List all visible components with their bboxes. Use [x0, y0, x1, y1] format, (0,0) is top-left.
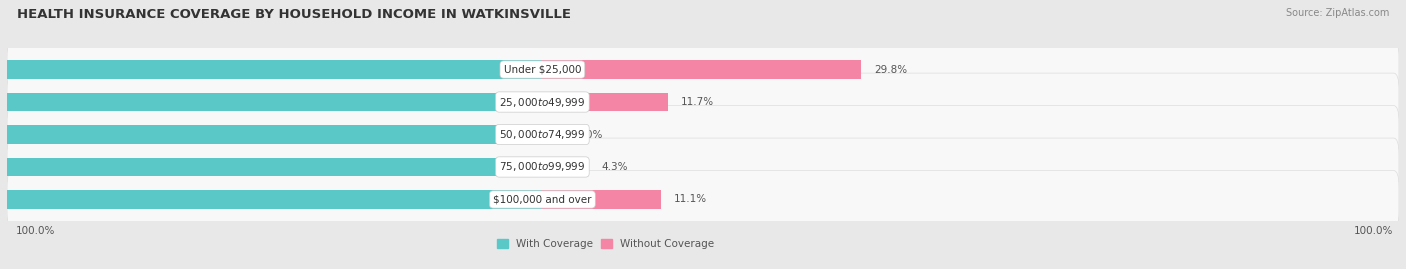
Bar [0, 158, 543, 176]
FancyBboxPatch shape [7, 73, 1399, 131]
Text: 100.0%: 100.0% [15, 226, 55, 236]
Bar [0, 93, 543, 111]
Bar [543, 125, 564, 144]
Text: 4.3%: 4.3% [602, 162, 628, 172]
Text: Source: ZipAtlas.com: Source: ZipAtlas.com [1285, 8, 1389, 18]
Bar [543, 158, 589, 176]
FancyBboxPatch shape [7, 138, 1399, 196]
Text: Under $25,000: Under $25,000 [503, 65, 581, 75]
Text: $25,000 to $49,999: $25,000 to $49,999 [499, 95, 585, 108]
Text: 11.7%: 11.7% [681, 97, 714, 107]
Bar [543, 93, 668, 111]
Bar [543, 190, 661, 209]
Legend: With Coverage, Without Coverage: With Coverage, Without Coverage [494, 235, 718, 253]
Text: 100.0%: 100.0% [1354, 226, 1393, 236]
Bar [0, 125, 543, 144]
Bar [0, 190, 543, 209]
Bar [0, 60, 543, 79]
Text: $50,000 to $74,999: $50,000 to $74,999 [499, 128, 585, 141]
Text: 2.0%: 2.0% [576, 129, 603, 140]
Text: $75,000 to $99,999: $75,000 to $99,999 [499, 161, 585, 174]
FancyBboxPatch shape [7, 106, 1399, 163]
FancyBboxPatch shape [7, 171, 1399, 228]
Text: 11.1%: 11.1% [673, 194, 707, 204]
Text: $100,000 and over: $100,000 and over [494, 194, 592, 204]
FancyBboxPatch shape [7, 41, 1399, 98]
Bar [543, 60, 862, 79]
Text: 29.8%: 29.8% [875, 65, 907, 75]
Text: HEALTH INSURANCE COVERAGE BY HOUSEHOLD INCOME IN WATKINSVILLE: HEALTH INSURANCE COVERAGE BY HOUSEHOLD I… [17, 8, 571, 21]
